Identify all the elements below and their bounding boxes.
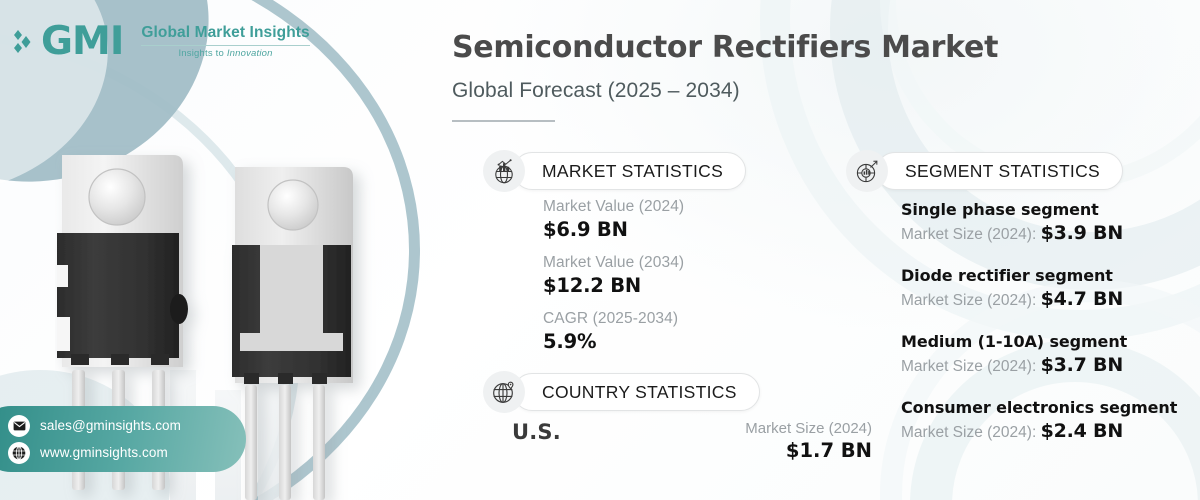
country-metric: Market Size (2024) $1.7 BN <box>745 420 872 462</box>
segment-row: Single phase segment Market Size (2024):… <box>901 200 1177 244</box>
logo-wordmark: GMI <box>41 19 124 64</box>
segment-row: Diode rectifier segment Market Size (202… <box>901 266 1177 310</box>
market-statistic-value: $12.2 BN <box>543 274 642 297</box>
segment-metric: Market Size (2024): $3.9 BN <box>901 222 1177 244</box>
market-statistic-row: Market Value (2024) $6.9 BN <box>543 198 684 241</box>
segment-name: Single phase segment <box>901 200 1099 219</box>
segment-name: Consumer electronics segment <box>901 398 1178 417</box>
segment-statistics-header: SEGMENT STATISTICS <box>846 150 1124 192</box>
page-subtitle: Global Forecast (2025 – 2034) <box>452 79 740 102</box>
product-image <box>55 105 395 500</box>
segment-row: Medium (1-10A) segment Market Size (2024… <box>901 332 1177 376</box>
market-statistic-row: CAGR (2025-2034) 5.9% <box>543 310 684 353</box>
globe-icon <box>8 441 30 464</box>
market-statistics-header: MARKET STATISTICS <box>483 150 747 192</box>
rectifier-package-right <box>232 167 353 500</box>
segment-metric: Market Size (2024): $3.7 BN <box>901 354 1177 376</box>
country-metric-label: Market Size (2024) <box>745 420 872 437</box>
segment-name: Medium (1-10A) segment <box>901 332 1128 351</box>
market-statistics-list: Market Value (2024) $6.9 BN Market Value… <box>543 198 684 353</box>
segment-metric-label: Market Size (2024): <box>901 292 1041 309</box>
segment-row: Consumer electronics segment Market Size… <box>901 398 1177 442</box>
pie-chart-arrow-icon <box>846 150 888 192</box>
brand-logo[interactable]: GMI Global Market Insights Insights to I… <box>14 22 310 61</box>
market-statistic-value: 5.9% <box>543 330 597 353</box>
market-statistics-label: MARKET STATISTICS <box>513 152 747 190</box>
logo-company-name: Global Market Insights <box>141 24 310 41</box>
country-statistics-header: COUNTRY STATISTICS <box>483 371 760 413</box>
segment-metric-value: $2.4 BN <box>1040 420 1124 442</box>
market-statistic-value: $6.9 BN <box>543 218 628 241</box>
segment-metric: Market Size (2024): $2.4 BN <box>901 420 1177 442</box>
logo-divider <box>141 45 310 46</box>
envelope-icon <box>8 414 30 437</box>
contact-website-row[interactable]: www.gminsights.com <box>8 441 246 464</box>
contact-email-row[interactable]: sales@gminsights.com <box>8 414 246 437</box>
logo-tagline: Insights to Innovation <box>141 48 309 59</box>
country-metric-value: $1.7 BN <box>785 439 872 462</box>
page-title: Semiconductor Rectifiers Market <box>452 30 999 65</box>
rectifier-package-left <box>57 155 188 490</box>
country-name: U.S. <box>512 420 561 444</box>
logo-diamonds-icon <box>14 29 31 53</box>
segment-metric: Market Size (2024): $4.7 BN <box>901 288 1177 310</box>
globe-pin-icon <box>483 371 525 413</box>
segment-metric-label: Market Size (2024): <box>901 358 1041 375</box>
market-statistic-label: CAGR (2025-2034) <box>543 310 679 327</box>
market-statistic-label: Market Value (2034) <box>543 254 685 271</box>
market-statistic-row: Market Value (2034) $12.2 BN <box>543 254 684 297</box>
segment-metric-value: $3.7 BN <box>1040 354 1124 376</box>
segment-metric-value: $3.9 BN <box>1040 222 1124 244</box>
logo-tagline-prefix: Insights to <box>178 48 227 59</box>
country-statistics-label: COUNTRY STATISTICS <box>513 373 760 411</box>
globe-bar-chart-icon <box>483 150 525 192</box>
title-block: Semiconductor Rectifiers Market Global F… <box>452 30 1152 122</box>
market-statistic-label: Market Value (2024) <box>543 198 685 215</box>
contact-website: www.gminsights.com <box>40 445 168 460</box>
contact-email: sales@gminsights.com <box>40 418 182 433</box>
segment-metric-label: Market Size (2024): <box>901 226 1041 243</box>
segment-metric-value: $4.7 BN <box>1040 288 1124 310</box>
logo-tagline-italic: Innovation <box>226 48 273 59</box>
contact-panel: sales@gminsights.com www.gminsights.com <box>0 406 246 472</box>
country-statistics-content: U.S. Market Size (2024) $1.7 BN <box>512 420 872 462</box>
segment-metric-label: Market Size (2024): <box>901 424 1041 441</box>
title-divider <box>452 120 555 122</box>
segment-name: Diode rectifier segment <box>901 266 1113 285</box>
segment-statistics-label: SEGMENT STATISTICS <box>876 152 1124 190</box>
segment-statistics-list: Single phase segment Market Size (2024):… <box>901 200 1177 442</box>
logo-text-block: Global Market Insights Insights to Innov… <box>132 24 310 59</box>
